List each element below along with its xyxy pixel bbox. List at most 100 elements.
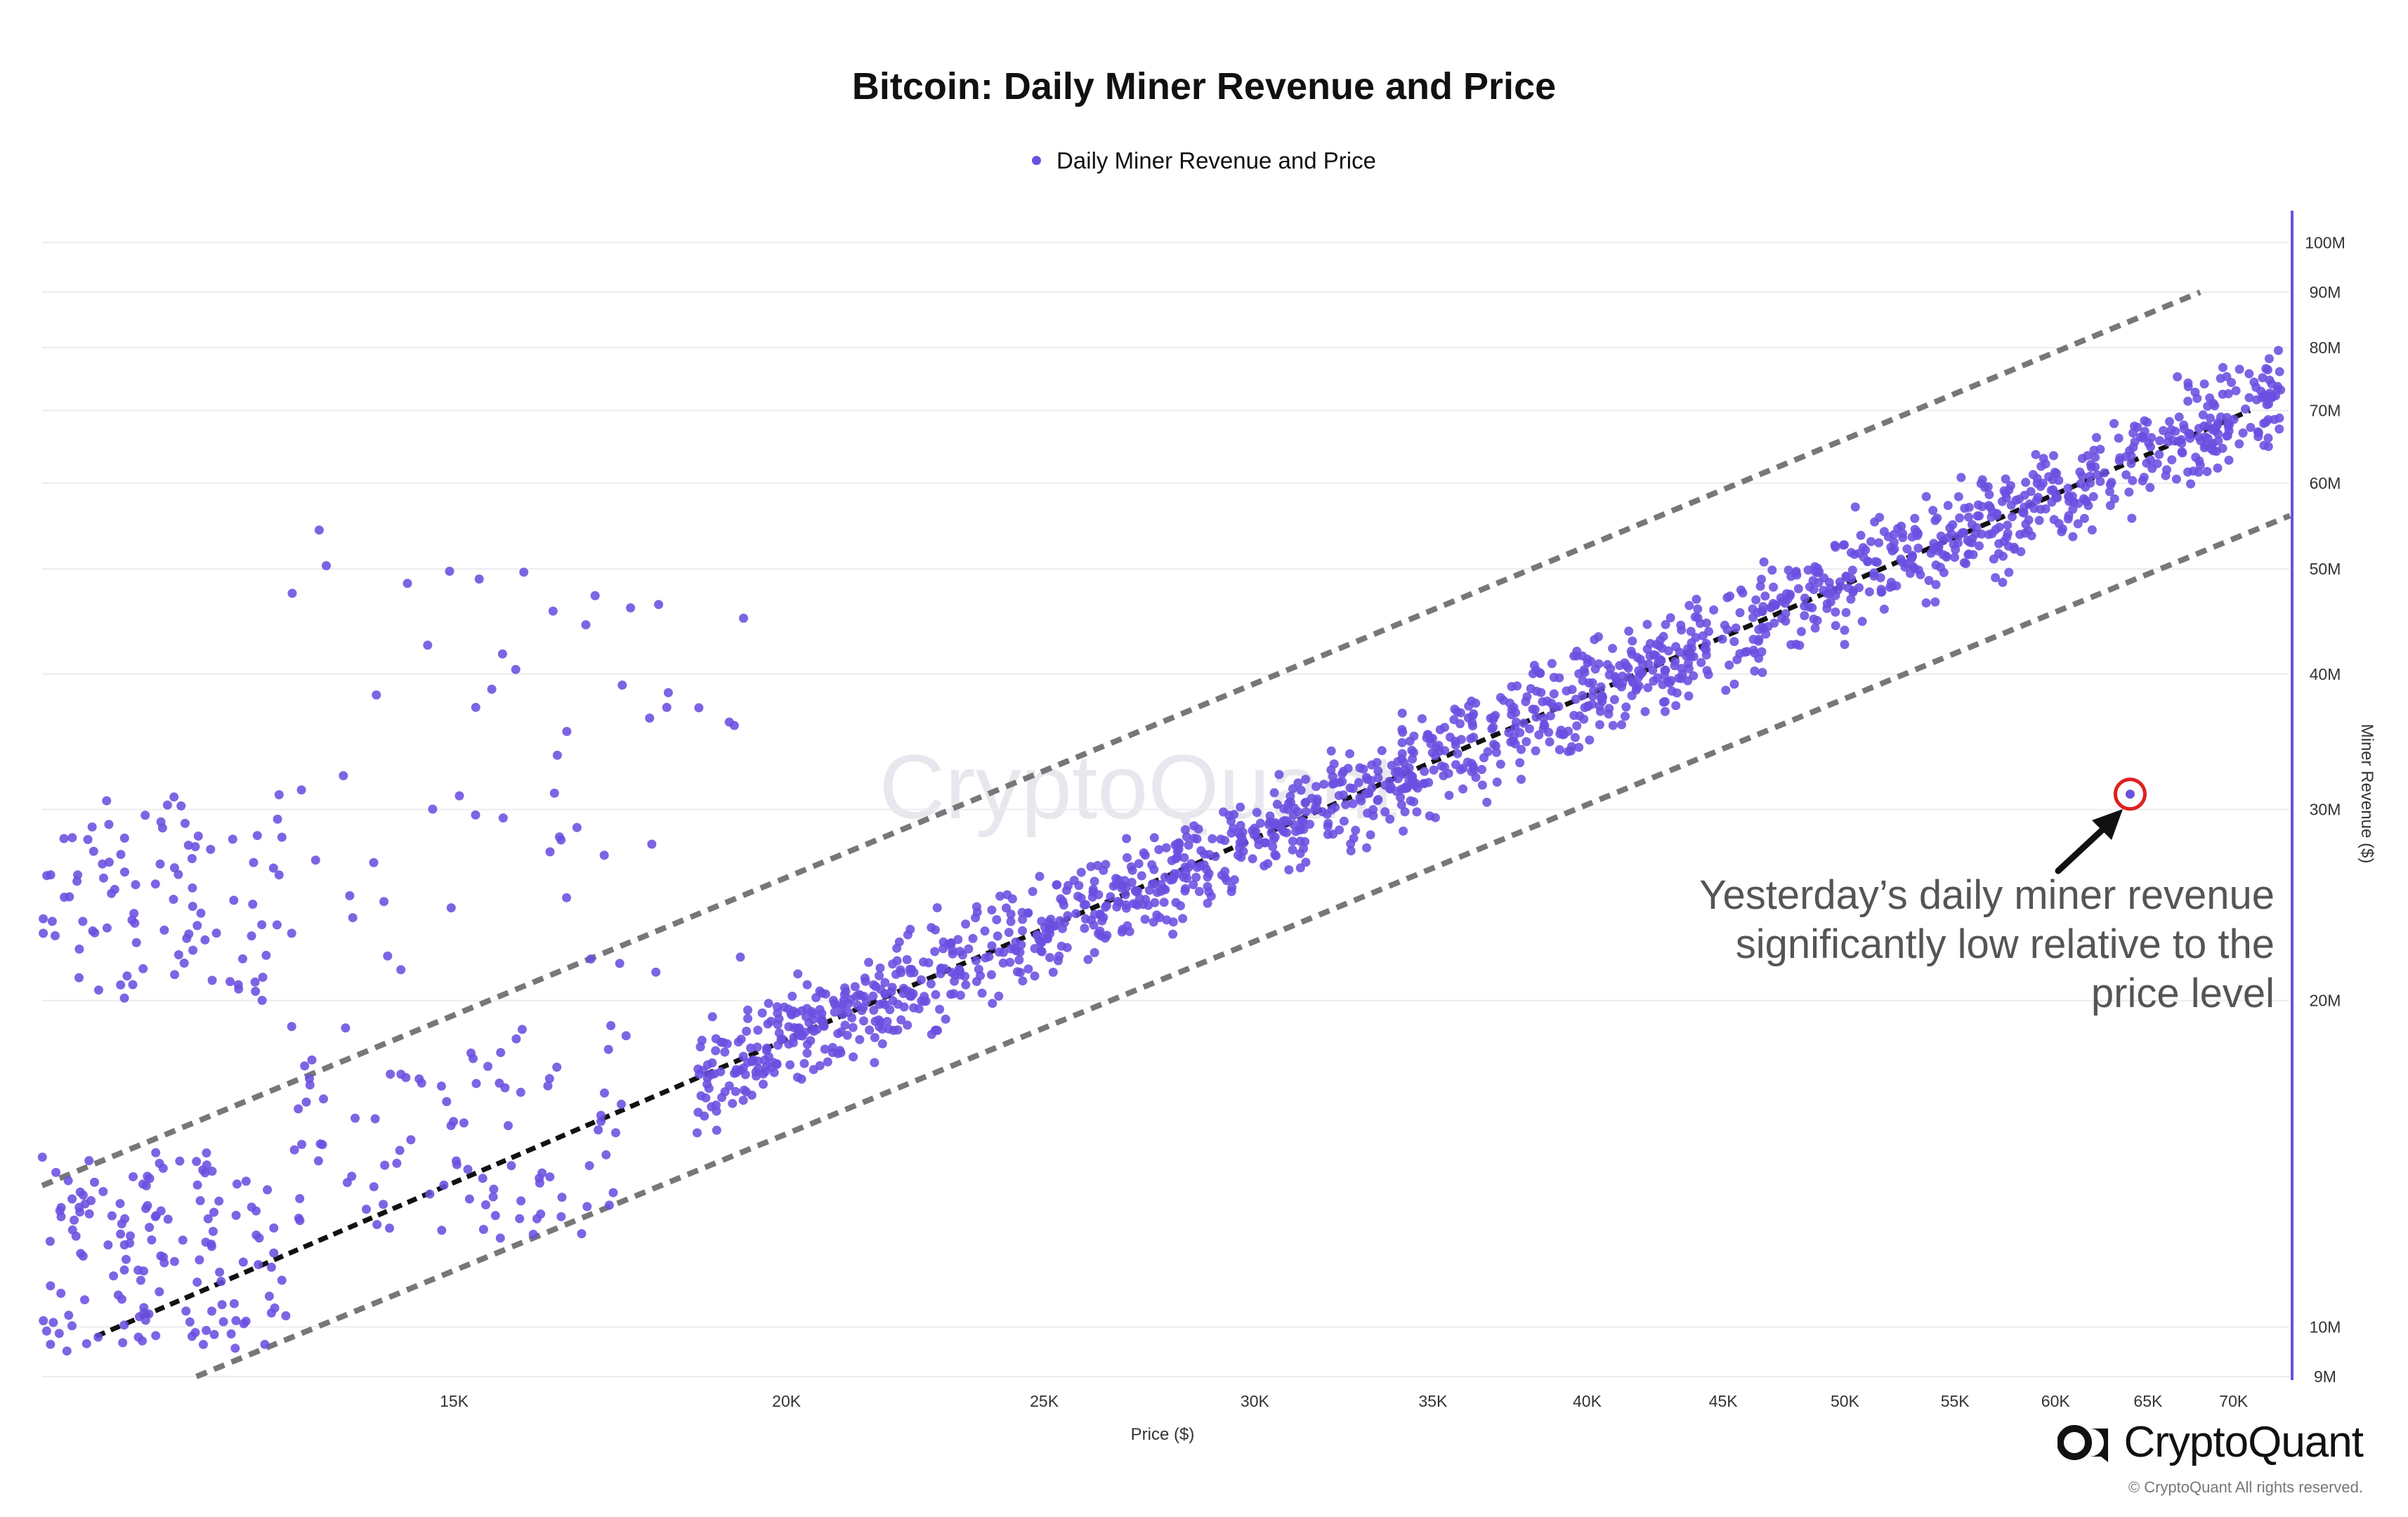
data-point [1147, 860, 1157, 869]
data-point [83, 834, 93, 844]
data-point [1140, 914, 1150, 924]
data-point [131, 938, 141, 947]
data-point [1757, 574, 1766, 584]
legend[interactable]: Daily Miner Revenue and Price [0, 147, 2408, 174]
data-point [1685, 650, 1695, 659]
data-point [940, 964, 950, 973]
data-point [1094, 890, 1104, 900]
data-point [1971, 529, 1980, 539]
data-point [339, 771, 348, 780]
data-point [1579, 714, 1589, 724]
data-point [1226, 828, 1236, 838]
data-point [994, 991, 1004, 1001]
data-point [1861, 545, 1871, 555]
y-axis-ticks: 9M 10M 20M 30M 40M 50M 60M 70M 80M 90M 100M [2305, 233, 2345, 1386]
data-point [251, 987, 261, 996]
data-point [1846, 594, 1856, 604]
data-point [1012, 967, 1022, 977]
data-point [1477, 780, 1487, 790]
data-point [1822, 599, 1832, 609]
data-point [927, 923, 936, 933]
y-tick-label: 9M [2314, 1367, 2336, 1386]
data-point [1172, 853, 1182, 862]
data-point [2086, 462, 2096, 472]
data-point [2213, 464, 2223, 473]
data-point [1609, 695, 1619, 704]
data-point [1362, 843, 1371, 853]
data-point [319, 1094, 328, 1104]
data-point [1372, 758, 1382, 768]
data-point [1531, 746, 1540, 756]
data-point [2039, 454, 2048, 464]
data-point [735, 952, 745, 962]
data-point [1134, 859, 1144, 869]
data-point [1123, 853, 1132, 862]
data-point [2177, 438, 2187, 448]
data-point [1180, 886, 1190, 896]
data-point [2224, 455, 2234, 465]
data-point [838, 1000, 848, 1009]
data-point [2264, 354, 2274, 364]
data-point [258, 973, 268, 982]
data-point [1168, 929, 1178, 939]
data-point [987, 941, 997, 951]
data-point [115, 1199, 125, 1209]
data-point [48, 1318, 58, 1327]
data-point [1549, 702, 1559, 712]
data-point [1295, 863, 1305, 873]
data-point [617, 681, 627, 690]
data-point [1363, 775, 1372, 784]
data-point [548, 606, 558, 616]
data-point [1574, 669, 1584, 678]
data-point [1604, 704, 1614, 714]
data-point [743, 1013, 752, 1023]
cryptoquant-logo-icon [2057, 1424, 2109, 1462]
data-point [815, 1060, 825, 1070]
data-point [1453, 707, 1462, 716]
data-point [515, 1214, 525, 1223]
data-point [1224, 810, 1234, 820]
data-point [257, 920, 267, 930]
data-point [1018, 926, 1027, 935]
data-point [1122, 903, 1131, 913]
data-point [1954, 492, 1963, 501]
x-tick-label: 40K [1573, 1392, 1602, 1410]
data-point [1492, 777, 1502, 787]
data-point [955, 947, 965, 957]
data-point [995, 891, 1005, 901]
data-point [1491, 747, 1501, 757]
data-point [39, 1316, 48, 1325]
data-point [557, 1193, 567, 1202]
data-point [1735, 608, 1745, 617]
data-point [2063, 483, 2073, 493]
y-tick-label: 60M [2310, 474, 2341, 492]
data-point [1660, 697, 1670, 707]
data-point [1642, 619, 1652, 629]
data-point [129, 909, 139, 919]
data-point [784, 1039, 794, 1049]
data-point [1748, 612, 1758, 622]
data-point [2142, 417, 2152, 427]
data-point [1721, 685, 1731, 695]
data-point [414, 1074, 424, 1084]
y-tick-label: 10M [2310, 1318, 2341, 1336]
data-point [228, 834, 237, 844]
data-point [2229, 414, 2239, 424]
data-point [1010, 944, 1020, 954]
data-point [2183, 467, 2193, 477]
data-point [99, 873, 108, 883]
data-point [459, 1118, 469, 1128]
data-point [1910, 525, 1920, 534]
x-tick-label: 20K [772, 1392, 801, 1410]
data-point [192, 1157, 202, 1167]
data-point [1684, 600, 1694, 610]
data-point [151, 1331, 161, 1341]
data-point [1755, 582, 1765, 591]
data-point [1924, 576, 1934, 585]
data-point [1850, 502, 1860, 512]
data-point [645, 714, 655, 723]
data-point [1838, 540, 1848, 550]
data-point [1451, 737, 1460, 746]
data-point [195, 1196, 205, 1206]
data-point [129, 1172, 138, 1181]
